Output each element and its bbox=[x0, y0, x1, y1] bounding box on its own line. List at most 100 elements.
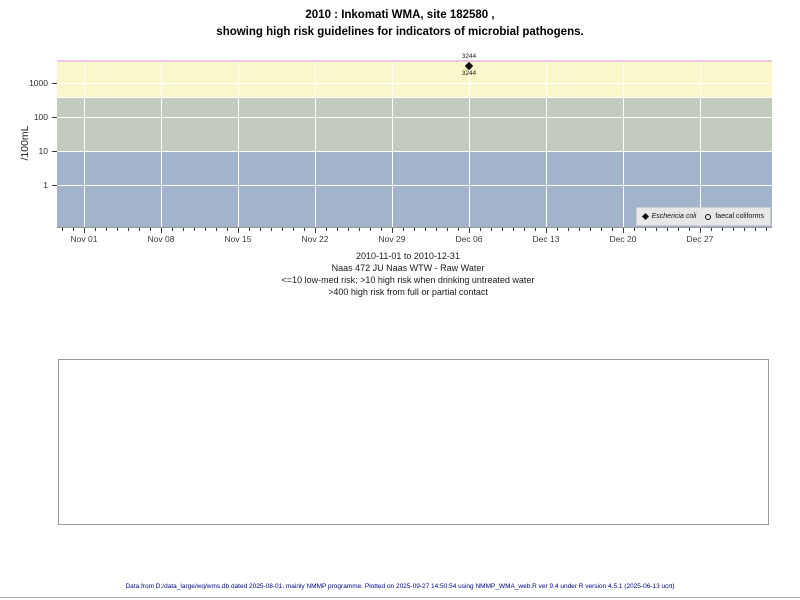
x-minor-tick bbox=[282, 228, 283, 231]
x-minor-tick bbox=[249, 228, 250, 231]
x-minor-tick bbox=[755, 228, 756, 231]
legend-item: Eschericia coli bbox=[641, 212, 697, 221]
bottom-divider bbox=[0, 597, 800, 598]
x-minor-tick bbox=[601, 228, 602, 231]
x-major-tick bbox=[392, 228, 393, 233]
x-minor-tick bbox=[502, 228, 503, 231]
x-minor-tick bbox=[458, 228, 459, 231]
x-minor-tick bbox=[370, 228, 371, 231]
plot-top-border bbox=[57, 60, 772, 62]
x-minor-tick bbox=[304, 228, 305, 231]
x-minor-tick bbox=[524, 228, 525, 231]
x-minor-tick bbox=[216, 228, 217, 231]
x-minor-tick bbox=[359, 228, 360, 231]
gridline-vertical bbox=[315, 60, 316, 227]
x-minor-tick bbox=[711, 228, 712, 231]
gridline-horizontal bbox=[57, 117, 772, 118]
x-minor-tick bbox=[568, 228, 569, 231]
x-minor-tick bbox=[260, 228, 261, 231]
gridline-horizontal bbox=[57, 151, 772, 152]
legend-box: Eschericia coli faecal coliforms bbox=[635, 207, 771, 226]
x-minor-tick bbox=[513, 228, 514, 231]
gridline-horizontal bbox=[57, 97, 772, 98]
plot-area: 3244 3244 Eschericia coli faecal coliforms bbox=[57, 53, 772, 228]
x-minor-tick bbox=[348, 228, 349, 231]
x-minor-tick bbox=[667, 228, 668, 231]
x-minor-tick bbox=[766, 228, 767, 231]
legend-item: faecal coliforms bbox=[705, 213, 764, 220]
x-minor-tick bbox=[414, 228, 415, 231]
chart-title: 2010 : Inkomati WMA, site 182580 , showi… bbox=[0, 7, 800, 41]
gridline-horizontal bbox=[57, 83, 772, 84]
x-major-tick bbox=[623, 228, 624, 233]
x-minor-tick bbox=[480, 228, 481, 231]
x-minor-tick bbox=[634, 228, 635, 231]
x-minor-tick bbox=[535, 228, 536, 231]
gridline-vertical bbox=[84, 60, 85, 227]
y-axis: 1 10 100 1000 bbox=[0, 60, 57, 227]
data-point-label-above: 3244 bbox=[461, 52, 477, 60]
x-minor-tick bbox=[172, 228, 173, 231]
x-tick-label: Dec 13 bbox=[532, 234, 560, 244]
data-point-label-below: 3244 bbox=[461, 69, 477, 77]
y-tick bbox=[52, 185, 57, 186]
x-minor-tick bbox=[150, 228, 151, 231]
x-tick-label: Nov 22 bbox=[301, 234, 329, 244]
x-major-tick bbox=[161, 228, 162, 233]
x-minor-tick bbox=[678, 228, 679, 231]
caption-date-range: 2010-11-01 to 2010-12-31 bbox=[356, 251, 460, 261]
x-minor-tick bbox=[491, 228, 492, 231]
x-minor-tick bbox=[106, 228, 107, 231]
x-minor-tick bbox=[62, 228, 63, 231]
chart-captions: 2010-11-01 to 2010-12-31 Naas 472 JU Naa… bbox=[8, 250, 800, 298]
y-tick-label: 1 bbox=[43, 180, 48, 190]
x-minor-tick bbox=[645, 228, 646, 231]
x-minor-tick bbox=[227, 228, 228, 231]
gridline-vertical bbox=[623, 60, 624, 227]
gridline-vertical bbox=[546, 60, 547, 227]
x-major-tick bbox=[238, 228, 239, 233]
filled-diamond-icon bbox=[641, 212, 649, 221]
x-minor-tick bbox=[128, 228, 129, 231]
x-tick-label: Nov 15 bbox=[224, 234, 252, 244]
x-tick-label: Nov 01 bbox=[70, 234, 98, 244]
x-tick-label: Dec 20 bbox=[609, 234, 637, 244]
x-major-tick bbox=[469, 228, 470, 233]
x-major-tick bbox=[700, 228, 701, 233]
y-tick-label: 1000 bbox=[29, 78, 48, 88]
x-minor-tick bbox=[326, 228, 327, 231]
x-major-tick bbox=[546, 228, 547, 233]
x-minor-tick bbox=[557, 228, 558, 231]
x-minor-tick bbox=[271, 228, 272, 231]
x-minor-tick bbox=[337, 228, 338, 231]
y-tick bbox=[52, 151, 57, 152]
x-tick-label: Dec 06 bbox=[455, 234, 483, 244]
gridline-vertical bbox=[392, 60, 393, 227]
x-axis: Nov 01 Nov 08 Nov 15 Nov 22 Nov 29 Dec 06 Dec … bbox=[57, 228, 772, 250]
gridline-vertical bbox=[161, 60, 162, 227]
x-minor-tick bbox=[689, 228, 690, 231]
risk-band-high-risk-drinking bbox=[57, 96, 772, 151]
caption-risk-line2: >400 high risk from full or partial cont… bbox=[328, 287, 488, 297]
gridline-vertical bbox=[469, 60, 470, 227]
caption-site-name: Naas 472 JU Naas WTW - Raw Water bbox=[331, 263, 485, 273]
x-minor-tick bbox=[183, 228, 184, 231]
gridline-horizontal bbox=[57, 185, 772, 186]
x-minor-tick bbox=[656, 228, 657, 231]
y-tick-label: 10 bbox=[38, 146, 48, 156]
caption-risk-line1: <=10 low-med risk; >10 high risk when dr… bbox=[281, 275, 535, 285]
x-major-tick bbox=[84, 228, 85, 233]
x-minor-tick bbox=[447, 228, 448, 231]
x-tick-label: Dec 27 bbox=[686, 234, 714, 244]
y-tick bbox=[52, 117, 57, 118]
legend-label: Eschericia coli bbox=[651, 213, 697, 220]
y-tick-label: 100 bbox=[33, 112, 48, 122]
x-tick-label: Nov 08 bbox=[147, 234, 175, 244]
empty-panel bbox=[58, 359, 769, 525]
legend-label: faecal coliforms bbox=[715, 213, 764, 220]
x-minor-tick bbox=[744, 228, 745, 231]
y-tick bbox=[52, 83, 57, 84]
risk-band-high-risk-contact bbox=[57, 60, 772, 97]
x-minor-tick bbox=[612, 228, 613, 231]
x-minor-tick bbox=[293, 228, 294, 231]
